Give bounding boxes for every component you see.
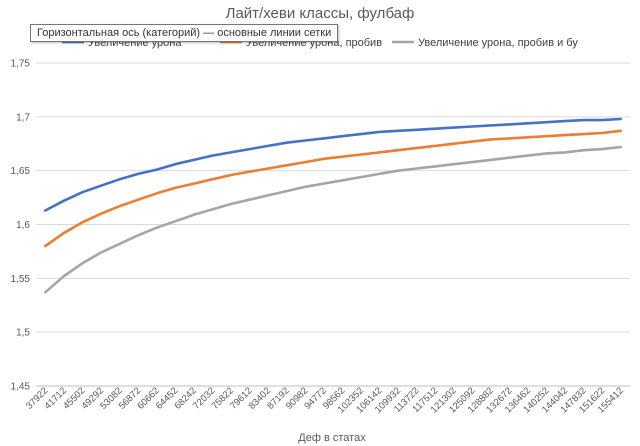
y-tick-label: 1,65	[11, 166, 31, 177]
series-line-2	[43, 129, 623, 248]
y-tick-label: 1,6	[16, 220, 30, 231]
legend-label: Увеличение урона, пробив и бу	[418, 37, 578, 49]
y-tick-label: 1,75	[11, 59, 31, 70]
series-lines	[43, 117, 623, 294]
y-tick-label: 1,7	[16, 112, 30, 123]
x-axis-title: Деф в статах	[298, 432, 366, 444]
y-tick-label: 1,55	[11, 274, 31, 285]
gridline-tooltip: Горизонтальная ось (категорий) — основны…	[30, 24, 339, 42]
y-tick-label: 1,45	[11, 382, 31, 393]
x-axis-ticks: 3792241712455024929253082568726066264452…	[24, 385, 626, 415]
series-line-1	[43, 117, 623, 212]
series-line-3	[43, 145, 623, 294]
y-tick-label: 1,5	[16, 328, 30, 339]
chart-title: Лайт/хеви классы, фулбаф	[226, 5, 415, 22]
gridlines	[36, 62, 630, 387]
y-axis-ticks: 1,45 1,5 1,55 1,6 1,65 1,7 1,75	[11, 59, 31, 393]
